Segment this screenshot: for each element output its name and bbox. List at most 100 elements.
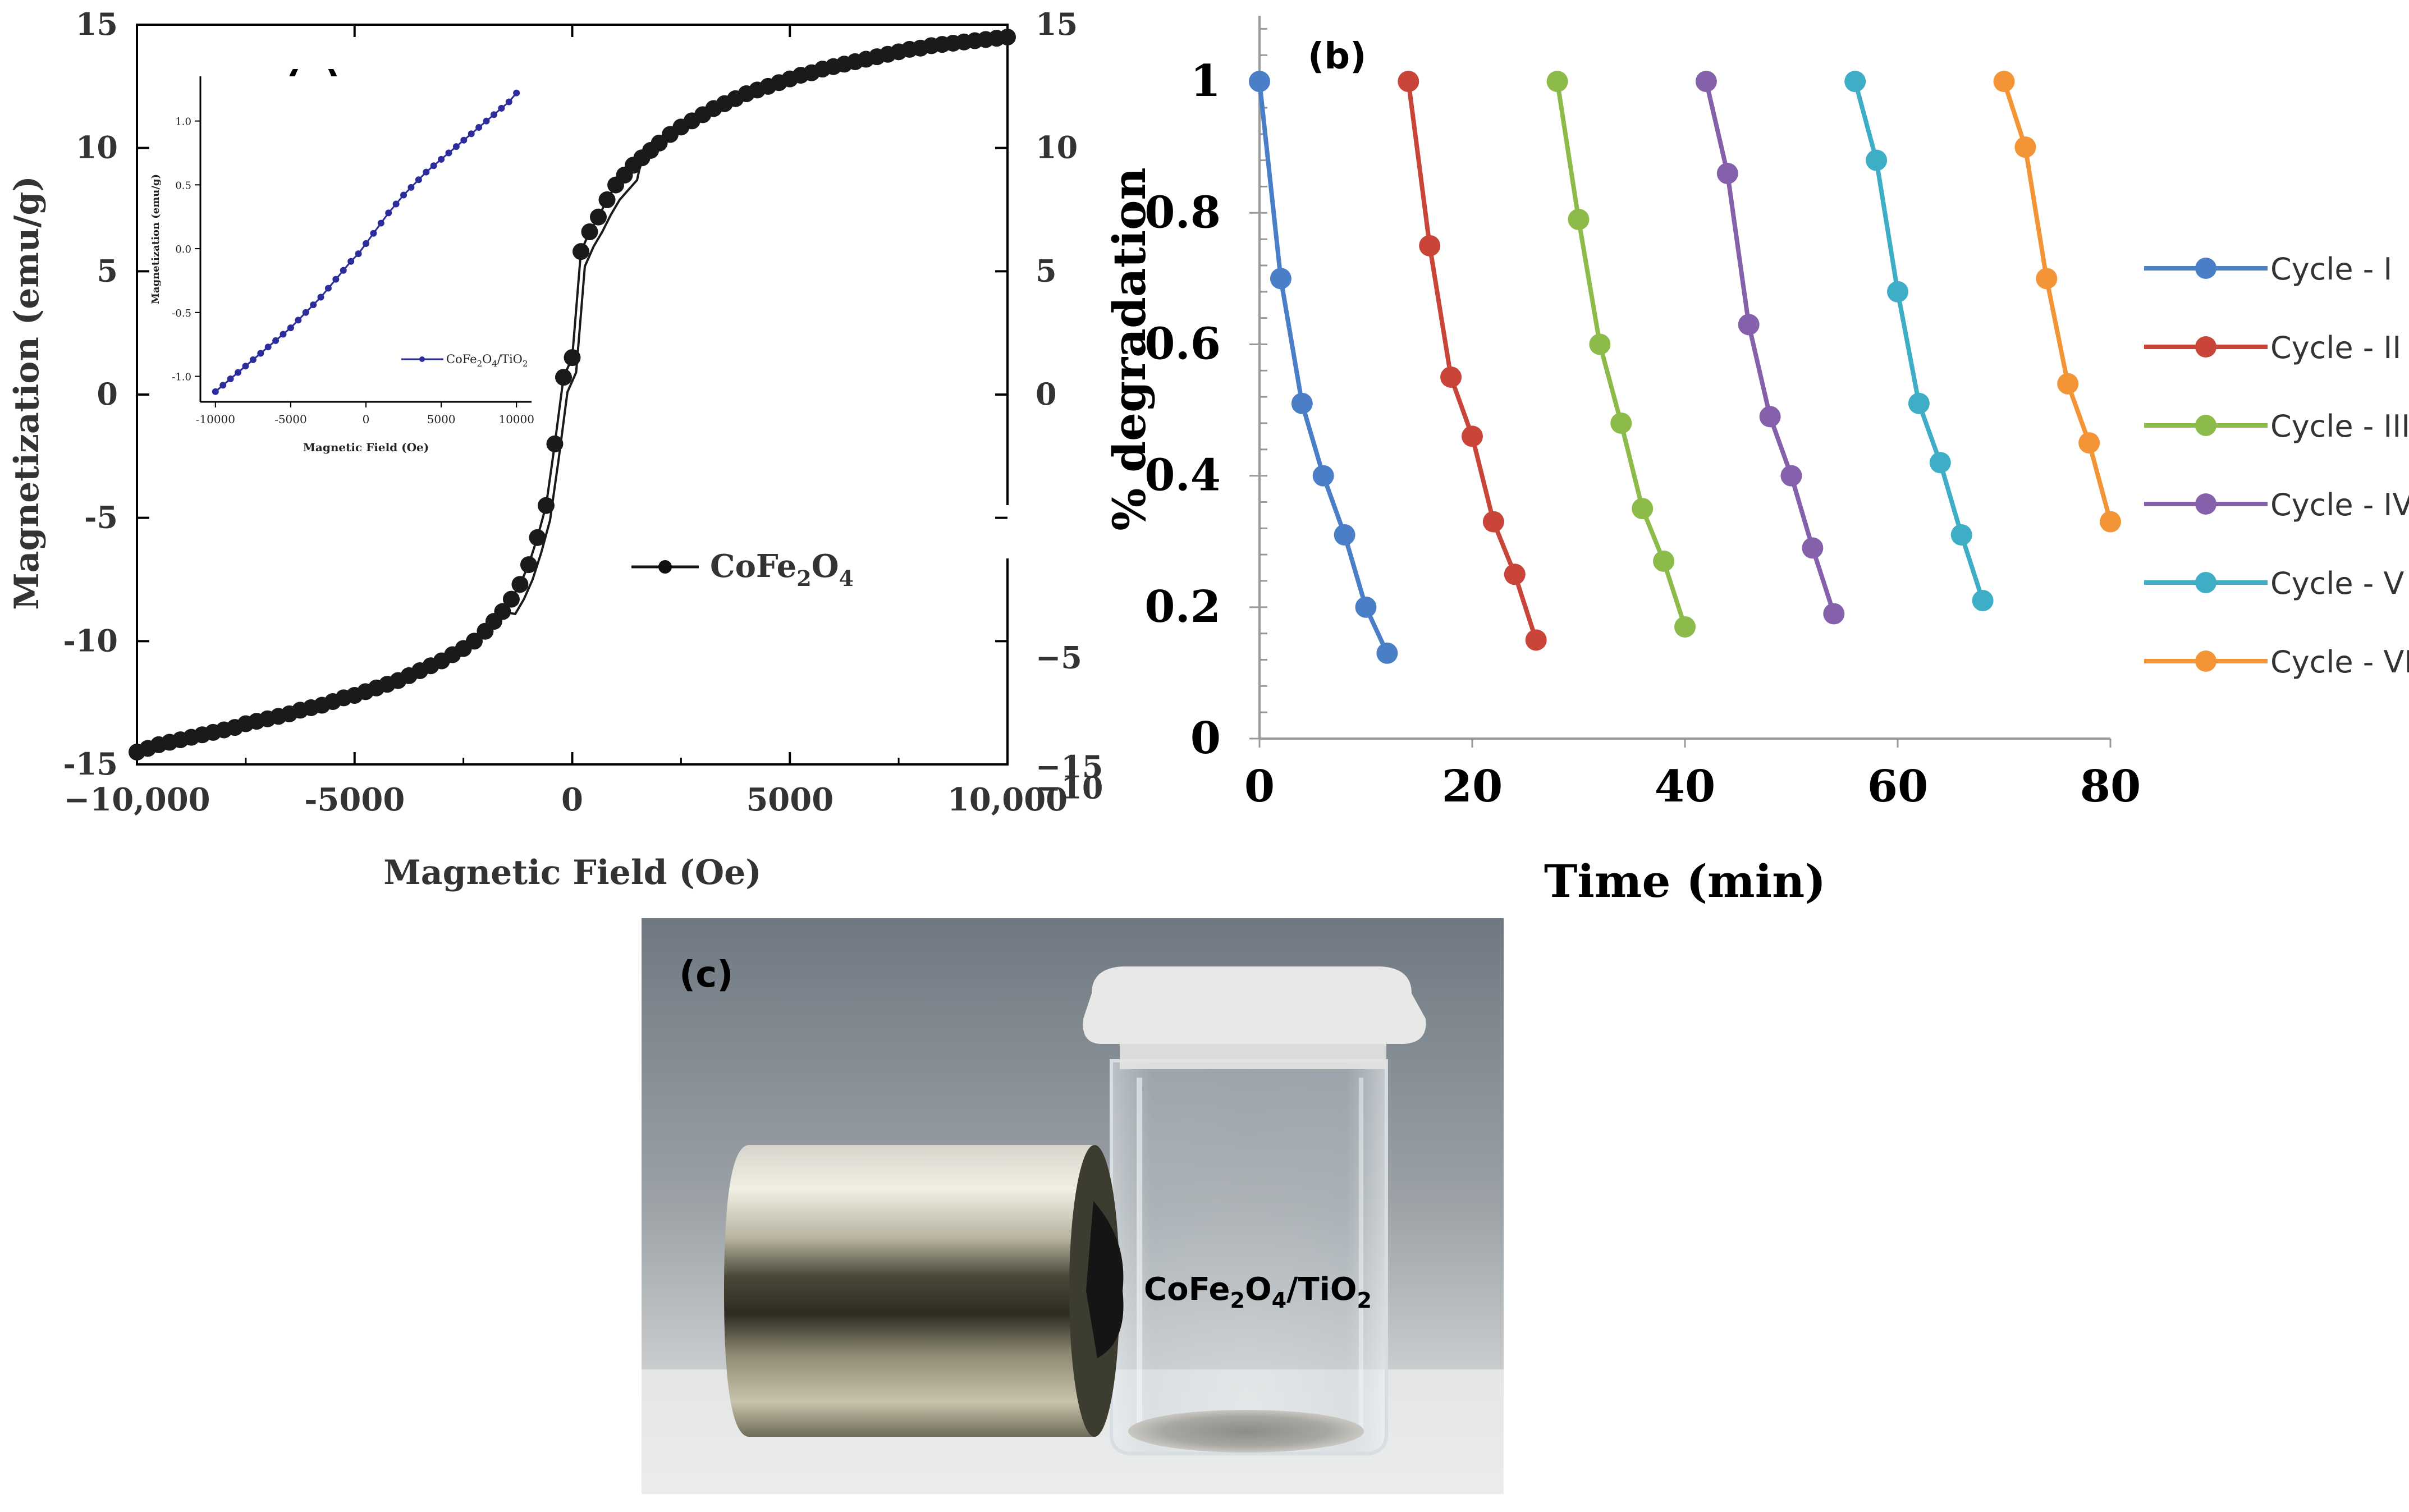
data-point-cycle-2 [1482, 511, 1504, 533]
panel-c-photo: (c) CoFe2O4/TiO2 [642, 918, 1504, 1494]
panel-a-y-tick-label-right: −5 [1036, 640, 1082, 676]
inset-data-point [370, 230, 377, 237]
data-point-cycle-6 [2036, 268, 2058, 290]
inset-x-axis-title: Magnetic Field (Oe) [303, 441, 429, 454]
panel-b-y-tick-label: 0 [1190, 713, 1221, 764]
inset-data-point [295, 317, 302, 324]
inset-data-point [264, 343, 272, 351]
inset-data-point [392, 200, 400, 208]
series-line-cycle-3 [1555, 81, 1687, 628]
data-point [581, 223, 598, 241]
data-point-cycle-4 [1695, 71, 1717, 93]
panel-a-y-tick-label-left: -5 [84, 500, 118, 535]
data-point-cycle-4 [1780, 465, 1802, 487]
panel-b-x-tick-labels: 0 20 40 60 80 [1244, 761, 2141, 812]
legend-label-cycle-2: Cycle - II [2270, 330, 2401, 365]
data-point [564, 349, 581, 366]
inset-data-point [219, 382, 227, 389]
inset-legend-marker [419, 356, 425, 362]
inset-data-point [423, 168, 430, 176]
panel-b-legend: Cycle - I Cycle - II Cycle - III Cycle - IV… [2144, 251, 2409, 680]
data-point-cycle-6 [1993, 71, 2015, 93]
panel-b-y-tick-labels: 0 0.2 0.4 0.6 0.8 1 [1144, 56, 1221, 764]
jar-lid-rim [1120, 1044, 1386, 1069]
inset-legend: CoFe2O4/TiO2 [401, 352, 528, 369]
data-point-cycle-1 [1334, 524, 1355, 546]
inset-data-point [302, 309, 309, 316]
data-point-cycle-5 [1908, 392, 1930, 414]
panel-a-y-tick-label-left: 0 [97, 376, 118, 412]
data-point-cycle-4 [1759, 406, 1781, 428]
panel-a-x-tick-label: -5000 [304, 781, 405, 818]
panel-a-y-tick-label-right: 0 [1036, 376, 1057, 412]
panel-a-y-tick-labels-left: 15 10 5 0 -5 -10 -15 [63, 6, 118, 782]
inset-data-point [460, 136, 468, 144]
data-point-cycle-6 [2078, 432, 2100, 454]
legend-marker-cycle-1 [2195, 258, 2216, 279]
data-point-cycle-2 [1440, 366, 1462, 388]
magnet [724, 1145, 1124, 1437]
inset-data-point [257, 350, 264, 357]
inset-data-point [235, 369, 242, 376]
data-point [511, 576, 529, 593]
inset-data-point [287, 324, 294, 332]
series-line-cycle-6 [2002, 80, 2113, 523]
panel-a-y-tick-labels-right: 15 10 5 0 −5 −10−15 [1036, 6, 1103, 805]
inset-data-point [227, 375, 234, 383]
panel-a-y-tick-label-right: 10 [1036, 130, 1078, 166]
panel-a-y-tick-label-right: 5 [1036, 253, 1057, 288]
inset-y-tick-labels: 1.0 0.5 0.0 -0.5 -1.0 [172, 116, 191, 383]
inset-y-tick-label: -0.5 [172, 308, 191, 319]
data-point-cycle-1 [1249, 71, 1270, 93]
data-point-cycle-5 [1844, 71, 1866, 93]
legend-label-cycle-6: Cycle - VI [2270, 644, 2409, 680]
panel-c-label: (c) [679, 954, 733, 996]
inset-data-point [400, 191, 407, 199]
data-point-cycle-5 [1950, 524, 1972, 546]
data-point-cycle-5 [1887, 281, 1908, 303]
inset-data-point [377, 219, 384, 227]
data-point [520, 556, 537, 574]
data-point-cycle-1 [1270, 268, 1291, 290]
inset-data-point [430, 162, 437, 169]
legend-label-cycle-3: Cycle - III [2270, 409, 2409, 444]
inset-y-tick-label: 1.0 [175, 116, 191, 128]
data-point-cycle-3 [1632, 498, 1654, 520]
data-point-cycle-1 [1376, 642, 1398, 664]
inset-data-point [212, 388, 219, 395]
photo-sample-label: CoFe2O4/TiO2 [1144, 1271, 1372, 1313]
legend-a-prefix: CoFe [710, 548, 796, 585]
data-point-cycle-3 [1568, 208, 1590, 230]
panel-a-x-axis-title: Magnetic Field (Oe) [383, 853, 761, 892]
legend-marker-cycle-4 [2195, 493, 2216, 515]
legend-a-sub1: 2 [796, 566, 811, 591]
inset-data-point [355, 250, 362, 258]
legend-label-cycle-1: Cycle - I [2270, 251, 2392, 287]
inset-legend-mid: O [482, 352, 492, 366]
panel-b-y-tick-label: 0.4 [1144, 450, 1221, 501]
inset-x-tick-labels: -10000 -5000 0 5000 10000 [196, 413, 534, 426]
inset-data-point [407, 184, 415, 191]
data-point-cycle-3 [1674, 616, 1696, 638]
legend-marker-cycle-5 [2195, 572, 2216, 593]
data-point-cycle-2 [1504, 563, 1526, 585]
panel-a-y-tick-label-left: 10 [76, 130, 118, 166]
panel-b-y-tick-label: 0.2 [1144, 581, 1221, 633]
inset-y-axis-title: Magnetization (emu/g) [150, 174, 162, 304]
panel-b-x-axis-title: Time (min) [1544, 855, 1826, 908]
data-point-cycle-3 [1546, 71, 1568, 93]
data-point-cycle-1 [1312, 465, 1334, 487]
inset-x-tick-label: 5000 [427, 413, 456, 426]
inset-data-point [280, 331, 287, 338]
photo-label-prefix: CoFe [1144, 1271, 1230, 1308]
inset-data-point [475, 123, 483, 131]
panel-a-x-tick-label: 5000 [746, 781, 833, 818]
inset-series [212, 89, 520, 395]
panel-a-y-tick-label-right: 15 [1036, 6, 1078, 42]
legend-label-cycle-5: Cycle - V [2270, 566, 2404, 601]
panel-a-y-tick-label-left: 15 [76, 6, 118, 42]
data-point [537, 497, 555, 514]
data-point [573, 243, 590, 260]
panel-a-inset: -10000 -5000 0 5000 10000 1.00.50.0-0.5-1.0 … [150, 76, 534, 454]
